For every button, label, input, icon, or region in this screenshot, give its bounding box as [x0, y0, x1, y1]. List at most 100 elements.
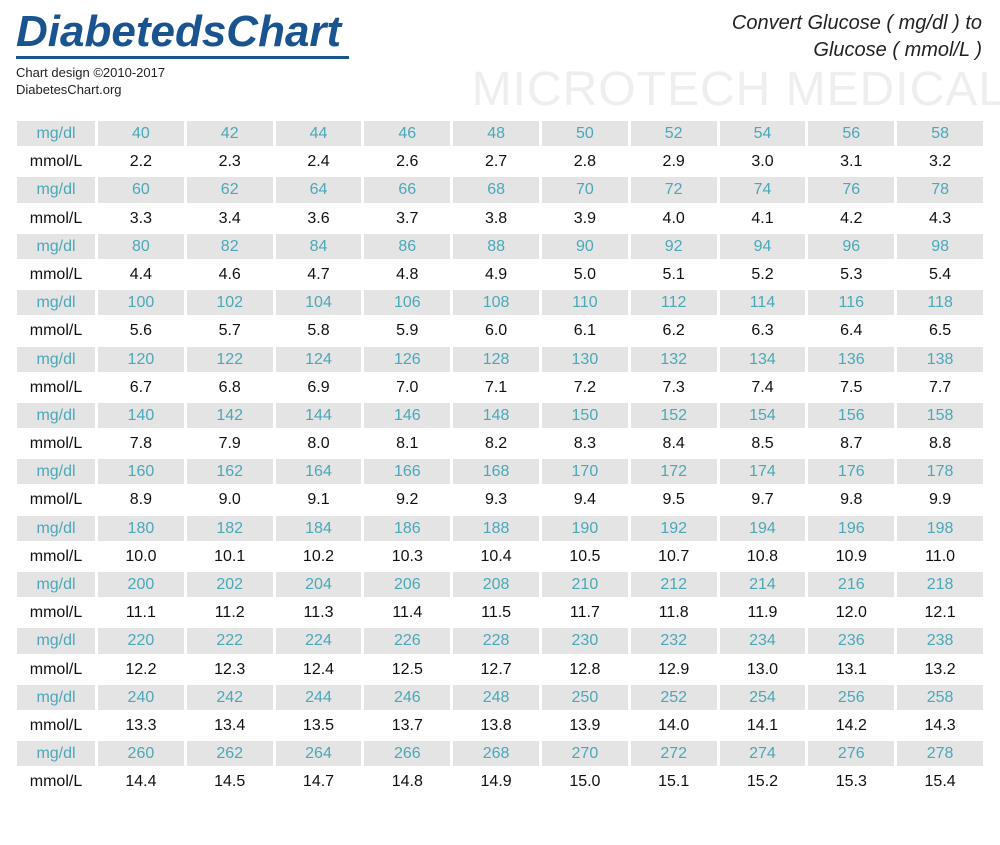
mmol-cell: 7.9 [187, 431, 273, 456]
mmol-cell: 5.0 [542, 262, 628, 287]
mmol-cell: 13.9 [542, 713, 628, 738]
mmol-cell: 5.8 [276, 318, 362, 343]
mgdl-cell: 158 [897, 403, 983, 428]
mgdl-label-cell: mg/dl [17, 290, 95, 315]
mmol-label-cell: mmol/L [17, 600, 95, 625]
mmol-cell: 5.7 [187, 318, 273, 343]
mmol-cell: 9.9 [897, 487, 983, 512]
mmol-label-cell: mmol/L [17, 206, 95, 231]
mmol-cell: 3.0 [720, 149, 806, 174]
mgdl-row: mg/dl80828486889092949698 [17, 234, 983, 259]
mgdl-row: mg/dl180182184186188190192194196198 [17, 516, 983, 541]
mgdl-cell: 224 [276, 628, 362, 653]
mmol-cell: 2.6 [364, 149, 450, 174]
mgdl-cell: 88 [453, 234, 539, 259]
mmol-cell: 11.5 [453, 600, 539, 625]
mmol-cell: 13.8 [453, 713, 539, 738]
mmol-cell: 14.8 [364, 769, 450, 794]
mgdl-cell: 268 [453, 741, 539, 766]
mmol-row: mmol/L4.44.64.74.84.95.05.15.25.35.4 [17, 262, 983, 287]
mmol-cell: 5.2 [720, 262, 806, 287]
mgdl-label-cell: mg/dl [17, 177, 95, 202]
mmol-cell: 11.9 [720, 600, 806, 625]
mmol-row: mmol/L12.212.312.412.512.712.812.913.013… [17, 657, 983, 682]
mmol-cell: 9.0 [187, 487, 273, 512]
mgdl-cell: 144 [276, 403, 362, 428]
mgdl-cell: 122 [187, 347, 273, 372]
mmol-cell: 7.8 [98, 431, 184, 456]
mmol-cell: 14.9 [453, 769, 539, 794]
mgdl-row: mg/dl140142144146148150152154156158 [17, 403, 983, 428]
mmol-cell: 10.5 [542, 544, 628, 569]
mmol-row: mmol/L10.010.110.210.310.410.510.710.810… [17, 544, 983, 569]
mgdl-cell: 180 [98, 516, 184, 541]
mmol-cell: 8.2 [453, 431, 539, 456]
mgdl-cell: 154 [720, 403, 806, 428]
mgdl-row: mg/dl100102104106108110112114116118 [17, 290, 983, 315]
mgdl-cell: 148 [453, 403, 539, 428]
mmol-label-cell: mmol/L [17, 657, 95, 682]
mmol-cell: 13.7 [364, 713, 450, 738]
mmol-label-cell: mmol/L [17, 149, 95, 174]
mmol-row: mmol/L6.76.86.97.07.17.27.37.47.57.7 [17, 375, 983, 400]
header: DiabetedsChart Chart design ©2010-2017 D… [0, 0, 1000, 118]
mmol-cell: 8.7 [808, 431, 894, 456]
mmol-cell: 5.1 [631, 262, 717, 287]
mgdl-cell: 146 [364, 403, 450, 428]
mgdl-cell: 244 [276, 685, 362, 710]
watermark-text: MICROTECH MEDICAL [472, 62, 1000, 117]
mgdl-cell: 258 [897, 685, 983, 710]
mgdl-row: mg/dl120122124126128130132134136138 [17, 347, 983, 372]
mmol-cell: 4.9 [453, 262, 539, 287]
mmol-cell: 8.4 [631, 431, 717, 456]
mgdl-cell: 134 [720, 347, 806, 372]
mmol-cell: 15.1 [631, 769, 717, 794]
mmol-cell: 3.6 [276, 206, 362, 231]
mgdl-cell: 204 [276, 572, 362, 597]
mgdl-cell: 116 [808, 290, 894, 315]
conversion-table-container: mg/dl40424446485052545658mmol/L2.22.32.4… [0, 118, 1000, 798]
mmol-cell: 7.4 [720, 375, 806, 400]
mmol-cell: 12.7 [453, 657, 539, 682]
mgdl-cell: 194 [720, 516, 806, 541]
mgdl-cell: 108 [453, 290, 539, 315]
mmol-cell: 6.0 [453, 318, 539, 343]
mmol-label-cell: mmol/L [17, 375, 95, 400]
mmol-cell: 12.0 [808, 600, 894, 625]
mmol-cell: 4.6 [187, 262, 273, 287]
mmol-cell: 12.2 [98, 657, 184, 682]
mmol-cell: 2.8 [542, 149, 628, 174]
mmol-cell: 6.5 [897, 318, 983, 343]
mgdl-cell: 48 [453, 121, 539, 146]
mgdl-cell: 118 [897, 290, 983, 315]
mmol-label-cell: mmol/L [17, 487, 95, 512]
mgdl-cell: 186 [364, 516, 450, 541]
mmol-cell: 8.5 [720, 431, 806, 456]
mmol-cell: 10.3 [364, 544, 450, 569]
mgdl-cell: 232 [631, 628, 717, 653]
mgdl-label-cell: mg/dl [17, 347, 95, 372]
mgdl-cell: 266 [364, 741, 450, 766]
mgdl-cell: 238 [897, 628, 983, 653]
mmol-cell: 11.4 [364, 600, 450, 625]
mmol-cell: 3.3 [98, 206, 184, 231]
mmol-row: mmol/L2.22.32.42.62.72.82.93.03.13.2 [17, 149, 983, 174]
mmol-cell: 2.7 [453, 149, 539, 174]
mmol-cell: 7.3 [631, 375, 717, 400]
mmol-cell: 3.7 [364, 206, 450, 231]
mmol-cell: 6.1 [542, 318, 628, 343]
mgdl-cell: 150 [542, 403, 628, 428]
mgdl-cell: 256 [808, 685, 894, 710]
mmol-cell: 2.3 [187, 149, 273, 174]
mmol-cell: 3.1 [808, 149, 894, 174]
mgdl-label-cell: mg/dl [17, 572, 95, 597]
mmol-row: mmol/L7.87.98.08.18.28.38.48.58.78.8 [17, 431, 983, 456]
mgdl-cell: 152 [631, 403, 717, 428]
mgdl-cell: 112 [631, 290, 717, 315]
mgdl-cell: 140 [98, 403, 184, 428]
mgdl-row: mg/dl60626466687072747678 [17, 177, 983, 202]
mgdl-cell: 274 [720, 741, 806, 766]
mgdl-label-cell: mg/dl [17, 121, 95, 146]
mmol-cell: 14.3 [897, 713, 983, 738]
mgdl-cell: 56 [808, 121, 894, 146]
